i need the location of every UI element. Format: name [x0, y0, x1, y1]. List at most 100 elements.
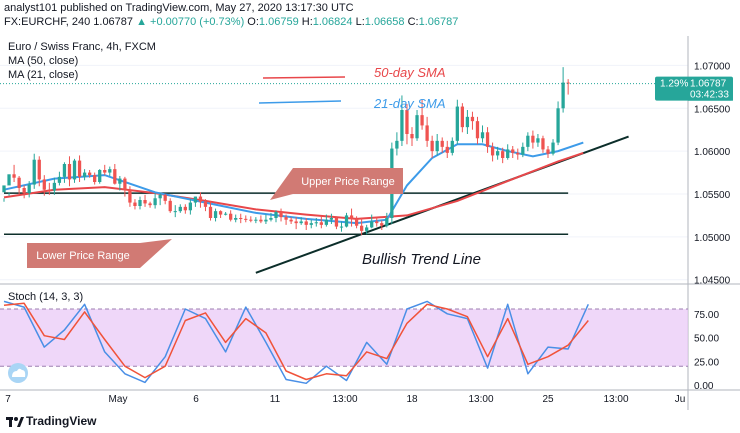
top-bar: analyst101 published on TradingView.com,…	[0, 0, 740, 30]
candle-body	[455, 106, 459, 141]
upper-range-callout	[270, 168, 403, 200]
candle-body	[148, 203, 152, 206]
close-value: 1.06787	[418, 16, 459, 28]
candle-body	[223, 213, 228, 215]
candle-body	[27, 184, 31, 194]
time-tick-label: 25	[542, 394, 554, 405]
candle-body	[213, 211, 218, 218]
time-tick-label: 13:00	[468, 394, 493, 405]
stoch-pane[interactable]: 75.00 50.00 25.00 0.00 Stoch (14, 3, 3)	[0, 291, 719, 392]
candle-body	[561, 82, 565, 109]
candle-body	[541, 138, 545, 150]
candle-body	[108, 169, 112, 173]
stoch-tick-label: 50.00	[694, 334, 719, 345]
close-label: C:	[407, 16, 419, 28]
sma21-marker	[258, 100, 342, 104]
chart-canvas[interactable]: 1.07000 1.06500 1.06000 1.05500 1.05000 1.045…	[0, 30, 740, 410]
legend-ma21: MA (21, close)	[8, 69, 78, 81]
candle-body	[329, 218, 334, 220]
legend-ma50: MA (50, close)	[8, 55, 78, 67]
candle-body	[37, 159, 41, 180]
chart-title: Euro / Swiss Franc, 4h, FXCM	[8, 41, 156, 53]
candle-body	[244, 218, 248, 220]
candle-body	[339, 226, 344, 228]
high-value: 1.06824	[312, 16, 353, 28]
symbol: FX:EURCHF, 240	[4, 16, 91, 28]
candle-body	[495, 151, 500, 156]
candle-body	[410, 134, 414, 139]
candle-body	[415, 115, 419, 139]
candle-body	[274, 212, 278, 218]
candle-body	[354, 218, 359, 226]
candle-body	[32, 159, 36, 185]
candle-body	[249, 219, 253, 221]
candle-body	[254, 219, 258, 221]
upper-range-label: Upper Price Range	[301, 176, 395, 188]
candle-body	[42, 179, 46, 190]
candle-body	[2, 185, 6, 193]
price-tag-value: 1.06787	[690, 79, 727, 90]
candle-body	[208, 206, 213, 218]
candle-body	[370, 221, 374, 228]
candle-body	[556, 108, 560, 143]
sma50-label: 50-day SMA	[374, 65, 446, 80]
candle-body	[465, 116, 470, 128]
candle-body	[98, 170, 102, 182]
candle-body	[118, 178, 122, 184]
candle-body	[229, 213, 233, 220]
price-pane[interactable]: 1.07000 1.06500 1.06000 1.05500 1.05000 1.045…	[0, 36, 740, 410]
candle-body	[87, 172, 92, 176]
open-value: 1.06759	[258, 16, 299, 28]
change-arrow-icon: ▲	[136, 16, 147, 28]
price-tick-label: 1.05500	[694, 190, 731, 201]
stoch-label: Stoch (14, 3, 3)	[8, 291, 83, 303]
candle-body	[153, 198, 157, 206]
candle-body	[234, 218, 238, 220]
candle-body	[52, 182, 57, 191]
symbol-line: FX:EURCHF, 240 1.06787 ▲ +0.00770 (+0.73…	[4, 16, 458, 28]
candle-body	[77, 160, 82, 177]
time-tick-label: Ju	[675, 394, 686, 405]
candle-body	[566, 82, 570, 84]
time-tick-label: 13:00	[603, 394, 628, 405]
candle-body	[269, 218, 273, 220]
candle-body	[314, 222, 318, 224]
time-tick-label: 7	[5, 394, 11, 405]
candle-body	[385, 218, 389, 226]
candle-body	[239, 218, 243, 219]
candle-body	[521, 146, 525, 155]
candle-body	[173, 211, 177, 213]
candle-body	[304, 221, 308, 225]
candle-body	[531, 135, 535, 143]
candle-body	[284, 217, 288, 220]
ma50-line	[3, 151, 584, 220]
candle-body	[123, 178, 127, 190]
trend-line-label: Bullish Trend Line	[362, 251, 481, 268]
time-tick-label: 6	[193, 394, 199, 405]
change-value: +0.00770 (+0.73%)	[150, 16, 245, 28]
candle-body	[264, 219, 268, 222]
candle-body	[344, 215, 349, 227]
price-tag-countdown: 03:42:33	[690, 90, 729, 101]
candle-body	[516, 152, 520, 155]
candle-body	[425, 125, 429, 141]
candle-body	[395, 140, 399, 149]
candle-body	[289, 219, 293, 222]
footer-brand: TradingView	[26, 414, 97, 428]
candle-body	[485, 132, 490, 147]
candle-body	[72, 160, 77, 180]
candle-body	[420, 115, 424, 126]
candle-body	[188, 202, 193, 211]
candle-body	[128, 189, 132, 203]
candle-body	[324, 219, 329, 225]
stoch-d-line	[3, 302, 589, 381]
publisher-line: analyst101 published on TradingView.com,…	[4, 2, 354, 14]
stoch-tick-label: 25.00	[694, 357, 719, 368]
candle-body	[319, 222, 323, 225]
sma50-marker	[262, 76, 346, 79]
candle-body	[82, 172, 87, 177]
candle-body	[168, 200, 172, 212]
cloud-icon[interactable]	[8, 363, 28, 383]
lower-range-callout	[27, 239, 172, 268]
footer: TradingView	[0, 410, 740, 433]
